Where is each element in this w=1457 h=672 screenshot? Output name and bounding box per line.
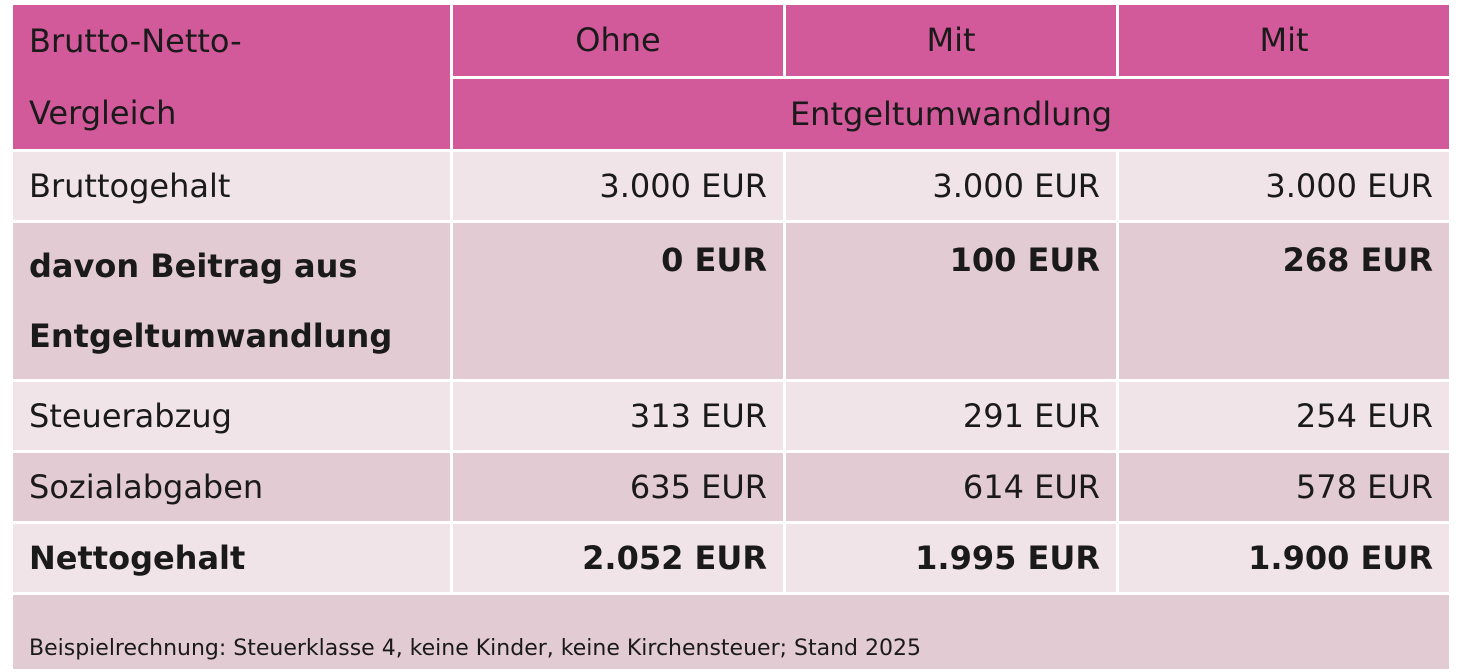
value-ohne: 313 EUR [453,382,783,450]
value-ohne: 635 EUR [453,453,783,521]
value-ohne: 3.000 EUR [453,152,783,220]
footnote-row: Beispielrechnung: Steuerklasse 4, keine … [13,595,1449,669]
footnote-text: Beispielrechnung: Steuerklasse 4, keine … [13,595,1449,669]
value-mit-2: 578 EUR [1119,453,1449,521]
row-label-line1: davon Beitrag aus [29,247,358,285]
value-mit-2: 254 EUR [1119,382,1449,450]
value-mit-2: 268 EUR [1119,223,1449,379]
table-row-steuerabzug: Steuerabzug 313 EUR 291 EUR 254 EUR [13,382,1449,450]
table-title-line2: Vergleich [29,94,177,132]
comparison-table-wrapper: Brutto-Netto- Vergleich Ohne Mit Mit Ent… [10,2,1449,672]
table-title-cell: Brutto-Netto- Vergleich [13,5,450,149]
brutto-netto-table: Brutto-Netto- Vergleich Ohne Mit Mit Ent… [10,2,1452,672]
row-label: davon Beitrag aus Entgeltumwandlung [13,223,450,379]
row-label: Sozialabgaben [13,453,450,521]
value-mit-1: 3.000 EUR [786,152,1116,220]
value-mit-1: 1.995 EUR [786,524,1116,592]
value-mit-2: 1.900 EUR [1119,524,1449,592]
row-label: Bruttogehalt [13,152,450,220]
column-header-ohne: Ohne [453,5,783,76]
header-row-1: Brutto-Netto- Vergleich Ohne Mit Mit [13,5,1449,149]
column-header-mit-2: Mit [1119,5,1449,76]
table-row-bruttogehalt: Bruttogehalt 3.000 EUR 3.000 EUR 3.000 E… [13,152,1449,220]
row-label: Steuerabzug [13,382,450,450]
value-mit-1: 100 EUR [786,223,1116,379]
value-mit-1: 614 EUR [786,453,1116,521]
column-header-mit-1: Mit [786,5,1116,76]
column-header-entgeltumwandlung: Entgeltumwandlung [453,78,1449,149]
value-mit-1: 291 EUR [786,382,1116,450]
table-row-nettogehalt: Nettogehalt 2.052 EUR 1.995 EUR 1.900 EU… [13,524,1449,592]
value-ohne: 2.052 EUR [453,524,783,592]
table-row-beitrag-entgeltumwandlung: davon Beitrag aus Entgeltumwandlung 0 EU… [13,223,1449,379]
header-row-2: Entgeltumwandlung [13,78,1449,149]
row-label-line2: Entgeltumwandlung [29,317,393,355]
row-label: Nettogehalt [13,524,450,592]
value-mit-2: 3.000 EUR [1119,152,1449,220]
table-title-line1: Brutto-Netto- [29,22,242,60]
table-row-sozialabgaben: Sozialabgaben 635 EUR 614 EUR 578 EUR [13,453,1449,521]
value-ohne: 0 EUR [453,223,783,379]
